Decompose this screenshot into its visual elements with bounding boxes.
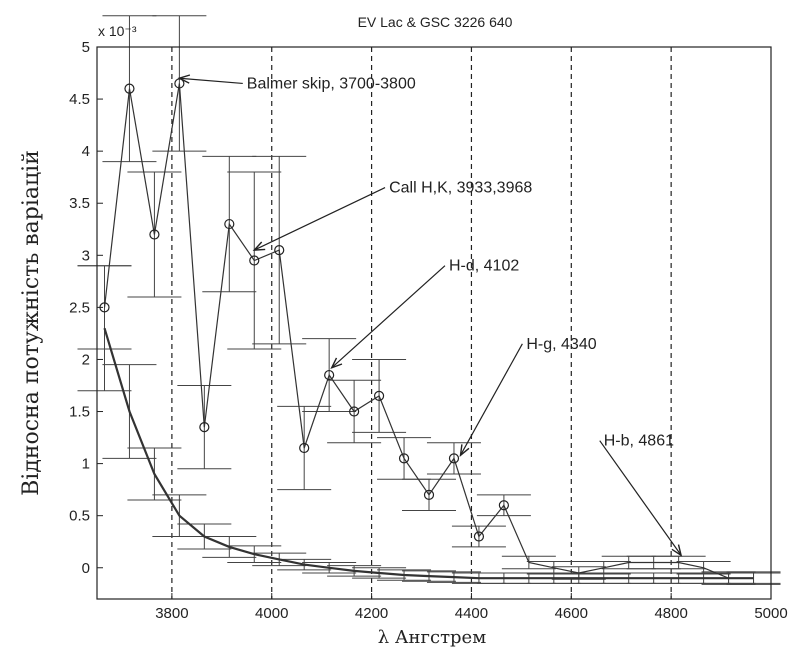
data-point <box>299 442 310 454</box>
annotation-arrow <box>179 77 243 85</box>
data-point <box>398 453 410 464</box>
annotation-label: H-b, 4861 <box>604 433 674 450</box>
annotation-arrowhead <box>459 444 470 457</box>
y-tick-label: 1 <box>82 456 90 473</box>
y-tick-label: 3 <box>82 247 90 264</box>
x-tick-label: 5000 <box>754 605 787 622</box>
chart-title: EV Lac & GSC 3226 640 <box>358 14 513 30</box>
ticks-layer: 3800 4000 4200 4400 4600 4800 5000 0 0.5 1 1.5 2 2.5… <box>69 39 788 622</box>
data-point <box>324 369 335 381</box>
data-point <box>473 531 485 542</box>
series-line <box>103 327 754 580</box>
annotation-arrowhead <box>671 544 683 557</box>
y-tick-label: 5 <box>82 39 90 56</box>
x-tick-label: 4800 <box>654 605 687 622</box>
x-tick-label: 4400 <box>455 605 488 622</box>
data-point <box>124 83 135 94</box>
data-point <box>373 390 385 402</box>
annotation-arrowhead <box>330 357 343 370</box>
annotation-arrow <box>459 343 523 456</box>
series-line <box>103 83 754 579</box>
data-point <box>224 218 235 230</box>
x-tick-label: 4600 <box>555 605 588 622</box>
annotation-label: Balmer skip, 3700-3800 <box>247 75 416 92</box>
errorbars-layer <box>77 15 781 585</box>
annotation-arrow <box>599 440 682 556</box>
y-tick-label: 2 <box>82 351 90 368</box>
annotation-arrowhead <box>252 241 266 251</box>
data-point <box>349 406 360 417</box>
data-point <box>199 422 210 433</box>
annotation-arrow <box>254 187 386 251</box>
y-tick-label: 3.5 <box>69 195 90 212</box>
x-tick-label: 4000 <box>255 605 288 622</box>
data-point <box>498 500 509 511</box>
data-point <box>249 255 260 266</box>
y-tick-label: 4.5 <box>69 91 90 108</box>
data-point <box>423 489 435 500</box>
y-tick-label: 1.5 <box>69 404 90 421</box>
annotation-label: H-d, 4102 <box>449 258 519 275</box>
y-tick-label: 2.5 <box>69 299 90 316</box>
annotations-layer: Balmer skip, 3700-3800 Call H,K, 3933,396… <box>177 74 683 557</box>
annotation-arrowhead <box>177 74 191 84</box>
series-layer <box>103 83 754 580</box>
data-point <box>149 229 160 240</box>
data-point <box>448 453 460 464</box>
y-tick-label: 0.5 <box>69 508 90 525</box>
y-tick-label: 0 <box>82 560 90 577</box>
dashed-lines-layer <box>171 47 672 599</box>
annotation-arrow <box>331 265 446 369</box>
x-tick-label: 4200 <box>355 605 388 622</box>
annotation-label: Call H,K, 3933,3968 <box>389 180 532 197</box>
annotation-label: H-g, 4340 <box>526 336 596 353</box>
data-point <box>274 244 285 256</box>
plot-frame <box>96 46 772 600</box>
y-axis-label: Відносна потужність варіацій <box>19 150 44 496</box>
y-exponent-label: x 10⁻³ <box>98 23 137 39</box>
markers-layer <box>99 78 509 542</box>
x-axis-label: λ Ангстрем <box>378 627 486 648</box>
y-tick-label: 4 <box>82 143 90 160</box>
x-tick-label: 3800 <box>155 605 188 622</box>
